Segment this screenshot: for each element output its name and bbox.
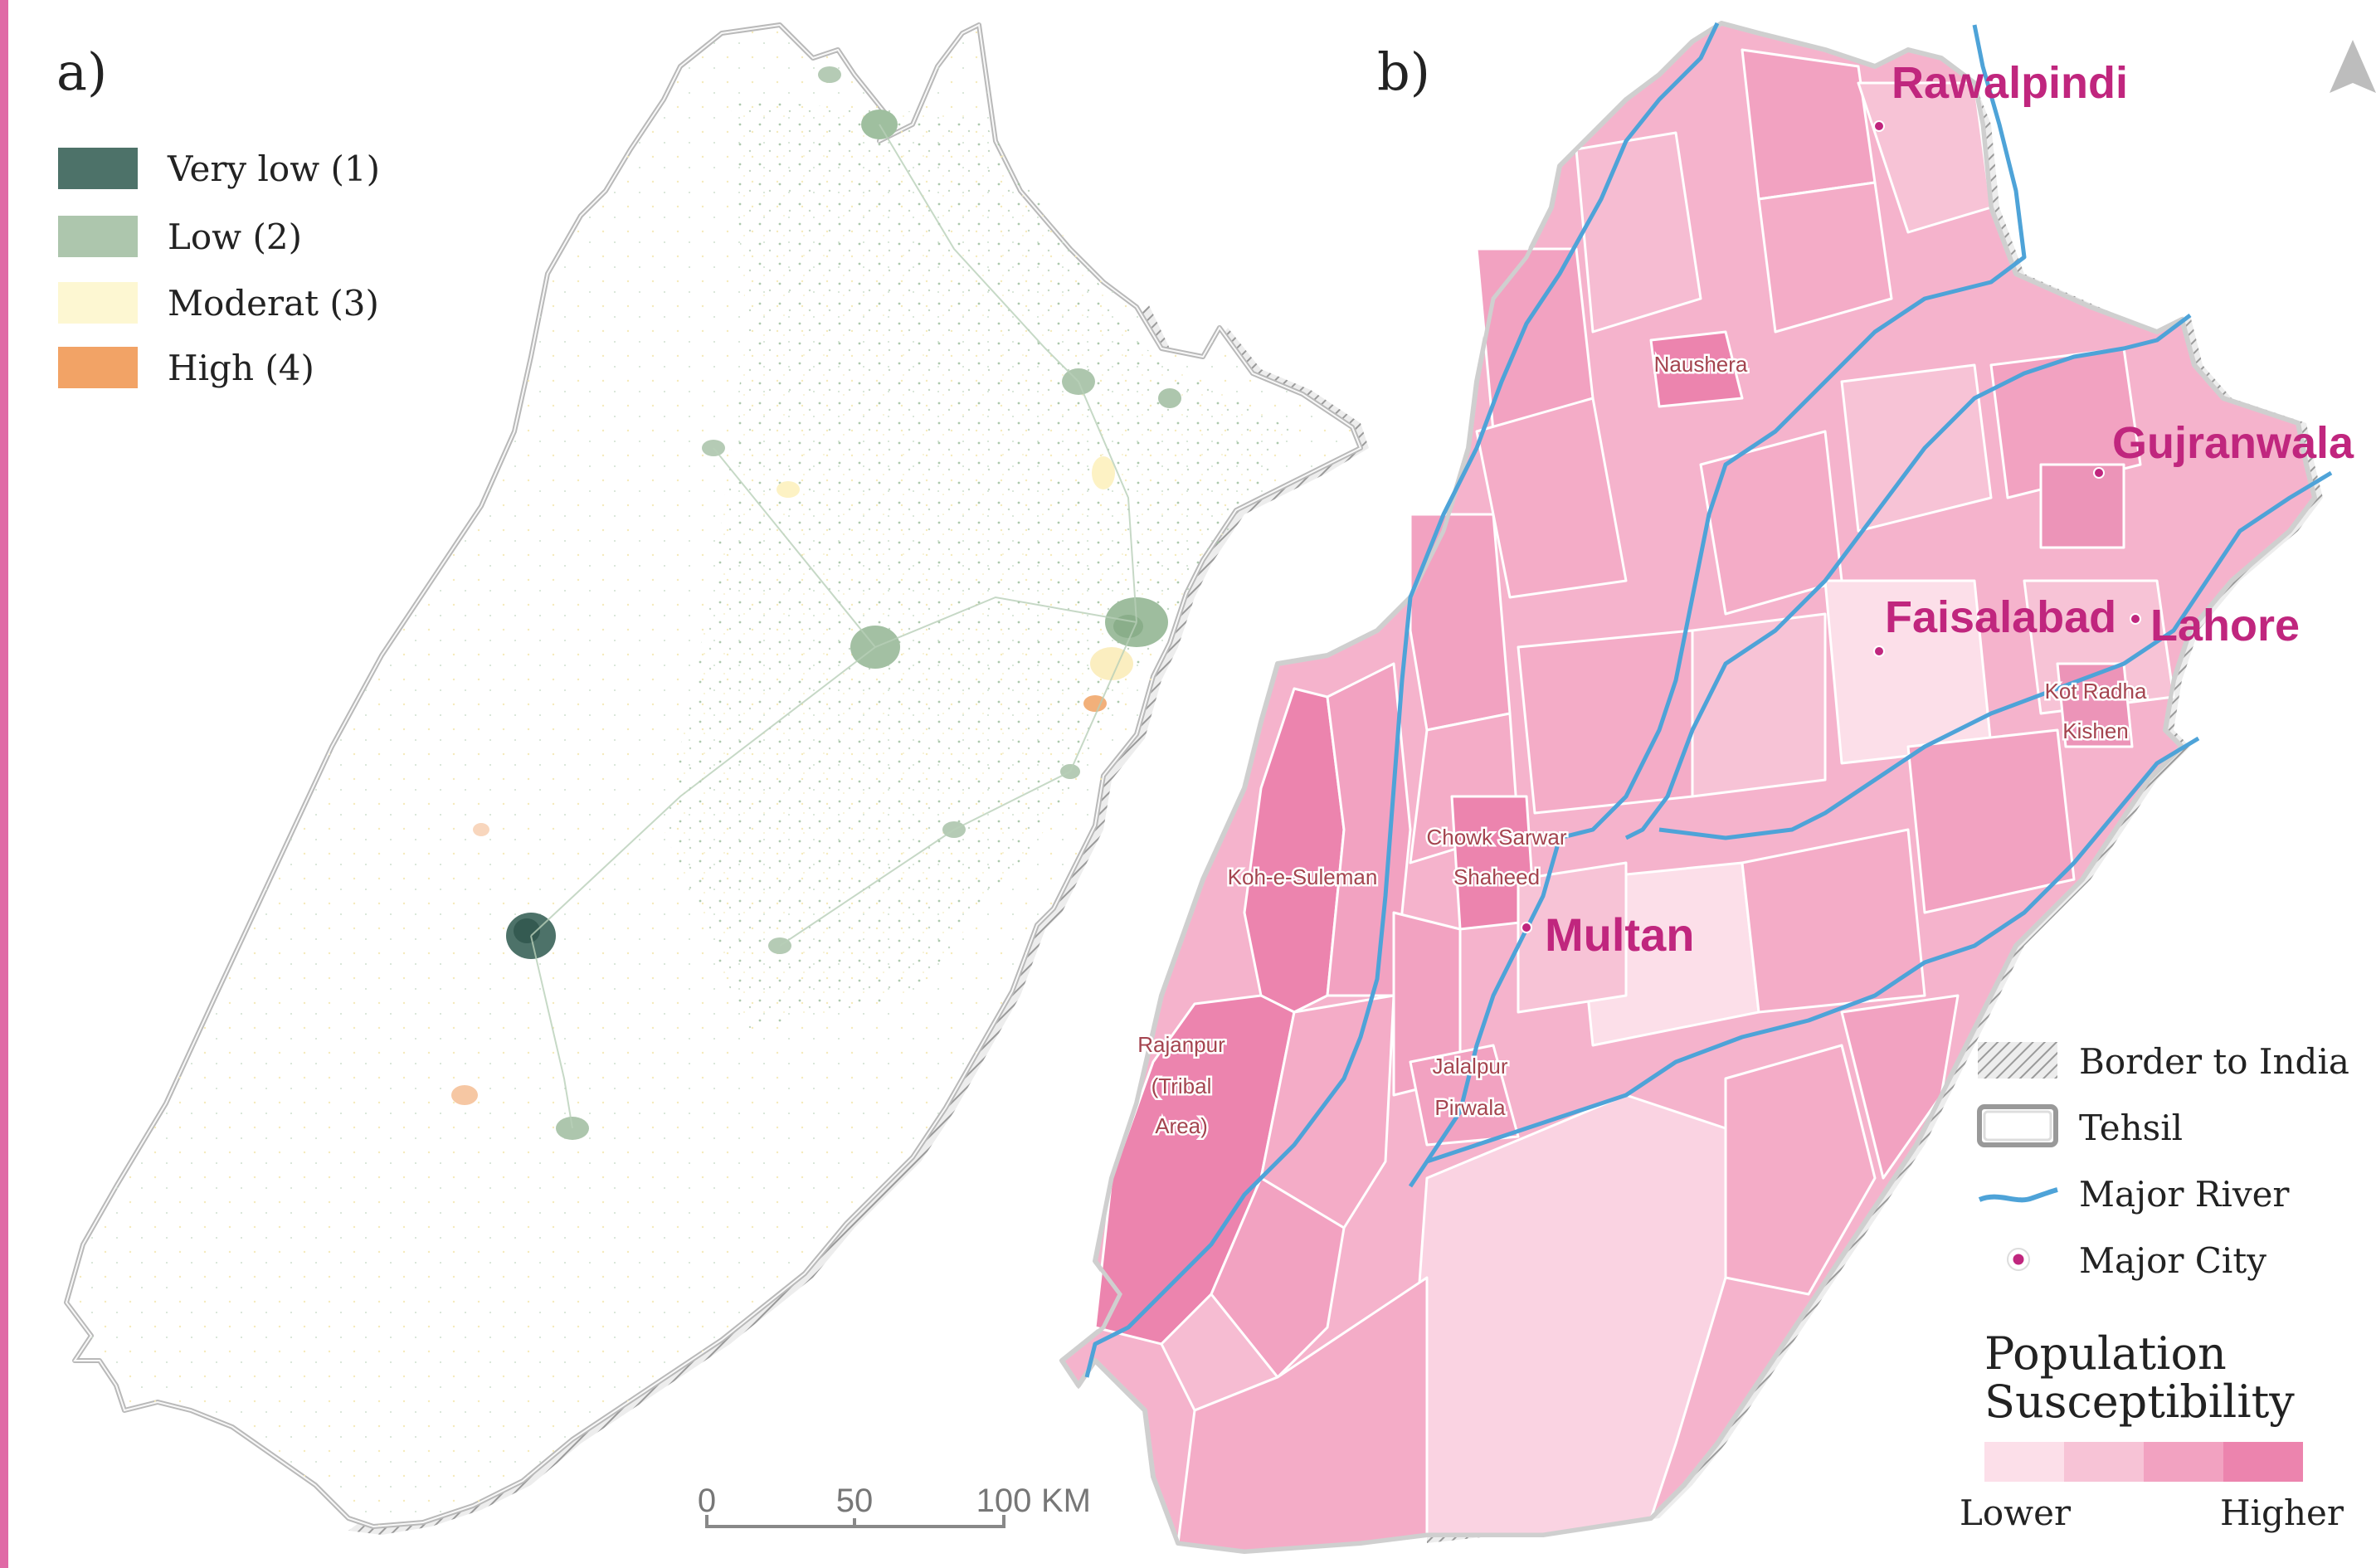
river-indus xyxy=(1084,22,1720,1378)
tehsil-kot-radha xyxy=(2056,662,2134,748)
cluster-moderate-1 xyxy=(1092,456,1115,489)
panel-b: b) xyxy=(1059,21,2376,1554)
legend-river-label: Major River xyxy=(2079,1174,2290,1215)
scale-tick-50: 50 xyxy=(836,1483,874,1519)
north-arrow-icon xyxy=(2330,40,2376,93)
ramp-high-label: Higher xyxy=(2220,1493,2344,1533)
legend-border-swatch xyxy=(1978,1042,2057,1079)
tehsil-central-1 xyxy=(1409,513,1512,732)
legend-swatch-low xyxy=(58,216,138,257)
label-kot-radha-1: Kot Radha xyxy=(2045,679,2147,704)
label-rajanpur-1: Rajanpur xyxy=(1137,1032,1225,1057)
legend-city-swatch-halo xyxy=(2007,1248,2030,1271)
label-koh-e-suleman: Koh-e-Suleman xyxy=(1228,864,1378,889)
city-dot-lahore xyxy=(2130,613,2141,625)
scale-bar: 0 50 100 KM xyxy=(698,1483,1091,1528)
tehsil-south-mid-2 xyxy=(1741,828,1926,1014)
legend-label-high: High (4) xyxy=(168,348,314,388)
river-jhelum xyxy=(1424,24,2027,1163)
cluster-high-west xyxy=(473,823,489,836)
legend-city-swatch xyxy=(2010,1251,2027,1268)
cluster-multan-core xyxy=(514,918,540,943)
city-dot-rawalpindi xyxy=(1873,120,1885,132)
tehsil-naushera xyxy=(1649,330,1744,408)
river-sutlej xyxy=(1408,736,2200,1188)
major-cities: Rawalpindi Gujranwala Faisalabad Lahore … xyxy=(1521,58,2354,961)
ramp-low-label: Lower xyxy=(1960,1493,2072,1533)
panel-a-label: a) xyxy=(56,41,107,102)
city-label-lahore: Lahore xyxy=(2150,601,2300,650)
tehsil-west-2 xyxy=(1259,994,1395,1230)
ramp-title-2: Susceptibility xyxy=(1984,1376,2295,1428)
label-rajanpur-3: Area) xyxy=(1155,1113,1208,1138)
legend-tehsil-swatch-inner xyxy=(1983,1110,2052,1142)
tehsil-south-mid-3 xyxy=(1906,728,2076,914)
roads-a xyxy=(530,124,1137,1129)
label-jalalpur-2: Pirwala xyxy=(1434,1095,1506,1120)
legend-swatch-very-low xyxy=(58,148,138,189)
cluster-islamabad xyxy=(818,66,841,83)
major-rivers xyxy=(1084,22,2333,1378)
legend-city-label: Major City xyxy=(2079,1240,2266,1281)
frame-accent xyxy=(0,0,8,1568)
city-label-rawalpindi: Rawalpindi xyxy=(1892,58,2128,108)
tehsil-north-3 xyxy=(1741,48,1877,201)
cluster-high-south xyxy=(451,1085,478,1105)
tehsil-mid-4 xyxy=(1517,629,1694,815)
tehsil-west-north xyxy=(1475,397,1628,599)
city-label-multan: Multan xyxy=(1545,908,1694,961)
legend-swatch-high xyxy=(58,347,138,388)
cluster-moderate-3 xyxy=(777,481,800,498)
ramp-swatch-2 xyxy=(2064,1442,2144,1482)
river-ravi xyxy=(1658,470,2333,840)
scale-unit: KM xyxy=(1041,1483,1091,1519)
river-chenab xyxy=(1624,314,2192,840)
tehsil-west-3 xyxy=(1210,1176,1346,1379)
tehsil-north-5 xyxy=(1757,181,1893,334)
tehsil-east-1 xyxy=(2039,463,2125,549)
label-naushera: Naushera xyxy=(1654,352,1748,377)
legend-a: Very low (1) Low (2) Moderat (3) High (4… xyxy=(58,148,380,388)
legend-label-very-low: Very low (1) xyxy=(167,149,380,189)
legend-swatch-moderate xyxy=(58,282,138,324)
cluster-sialkot xyxy=(1158,388,1181,408)
label-chowk-2: Shaheed xyxy=(1453,864,1540,889)
label-kot-radha-2: Kishen xyxy=(2062,718,2129,743)
tehsil-mid-2 xyxy=(1840,363,1993,533)
tehsil-labels: Naushera Kot Radha Kishen Chowk Sarwar S… xyxy=(1136,350,2150,1141)
label-jalalpur-1: Jalalpur xyxy=(1432,1054,1507,1079)
city-label-faisalabad: Faisalabad xyxy=(1885,592,2116,642)
panel-b-label: b) xyxy=(1377,41,1430,102)
settlement-spread-a xyxy=(664,100,1294,1029)
scale-tick-100: 100 xyxy=(976,1483,1032,1519)
legend-border-label: Border to India xyxy=(2079,1041,2349,1082)
city-label-gujranwala: Gujranwala xyxy=(2112,418,2354,468)
label-rajanpur-2: (Tribal xyxy=(1151,1074,1212,1098)
legend-label-moderate: Moderat (3) xyxy=(168,283,379,324)
city-dot-faisalabad xyxy=(1873,645,1885,657)
legend-river-swatch xyxy=(1978,1187,2058,1203)
scale-tick-0: 0 xyxy=(698,1483,716,1519)
label-chowk-1: Chowk Sarwar xyxy=(1426,825,1566,850)
city-dot-multan xyxy=(1521,922,1532,933)
panel-a: a) xyxy=(56,22,1369,1535)
ramp-swatch-4 xyxy=(2223,1442,2303,1482)
legend-label-low: Low (2) xyxy=(168,217,302,257)
ramp-title-1: Population xyxy=(1984,1327,2227,1380)
legend-tehsil-label: Tehsil xyxy=(2079,1108,2183,1148)
legend-b: Border to India Tehsil Major River Major… xyxy=(1960,1041,2349,1533)
ramp-swatch-1 xyxy=(1984,1442,2064,1482)
city-dot-gujranwala xyxy=(2093,467,2105,479)
ramp-swatch-3 xyxy=(2144,1442,2223,1482)
cluster-moderate-2 xyxy=(1090,647,1133,680)
tehsil-south-east-1 xyxy=(1724,1044,1877,1296)
tehsil-multan-area xyxy=(1517,861,1628,1014)
cluster-high-kasur xyxy=(1083,695,1107,712)
province-outline-b xyxy=(1059,21,2317,1554)
